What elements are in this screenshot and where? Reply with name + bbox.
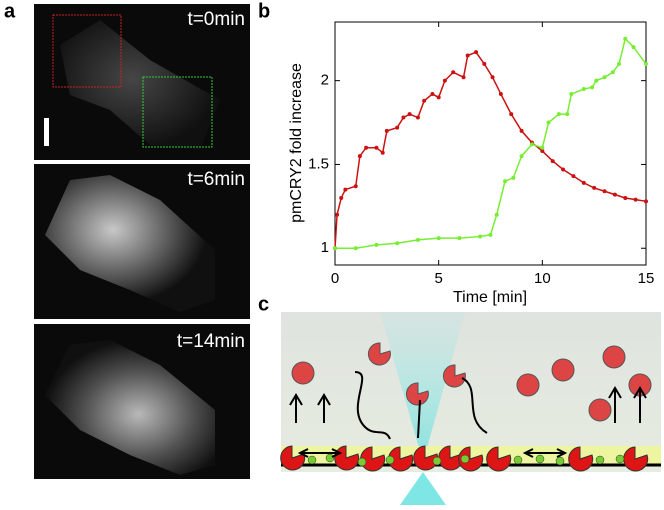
data-point	[540, 149, 545, 154]
data-point	[612, 192, 617, 197]
data-point	[384, 128, 389, 133]
data-point	[430, 92, 435, 97]
data-point	[550, 159, 555, 164]
image-label: t=6min	[187, 169, 245, 190]
panel-label: b	[258, 0, 270, 22]
series-line	[334, 51, 647, 249]
data-point	[644, 61, 648, 66]
x-tick-label: 15	[638, 270, 655, 287]
data-point	[422, 98, 427, 103]
x-axis-label: Time [min]	[453, 289, 527, 306]
data-point	[473, 50, 478, 55]
data-point	[374, 242, 379, 247]
image-label: t=0min	[187, 9, 245, 30]
data-point	[353, 184, 358, 189]
y-tick-label: 1	[321, 239, 329, 256]
data-point	[482, 61, 487, 66]
data-point	[364, 145, 369, 150]
data-point	[590, 85, 595, 90]
data-point	[529, 142, 534, 147]
data-point	[333, 246, 337, 251]
data-point	[395, 241, 400, 246]
data-point	[436, 236, 441, 241]
data-point	[457, 236, 462, 241]
data-point	[490, 75, 495, 80]
data-point	[498, 92, 503, 97]
data-point	[335, 212, 340, 217]
data-point	[546, 120, 551, 125]
data-point	[415, 237, 420, 242]
x-tick-label: 5	[434, 270, 442, 287]
line-chart: Time [min] pmCRY2 fold increase 0 5 10 15 1 1…	[288, 21, 655, 306]
micrograph: t=6min	[34, 164, 250, 319]
data-point	[494, 212, 499, 217]
data-point	[602, 75, 607, 80]
data-point	[617, 61, 622, 66]
data-point	[488, 232, 493, 237]
data-point	[633, 197, 638, 202]
panel-label: c	[258, 293, 269, 315]
data-point	[565, 112, 570, 117]
y-tick-label: 1.5	[308, 155, 329, 172]
data-point	[442, 78, 447, 83]
x-tick-label: 0	[331, 270, 339, 287]
data-point	[623, 36, 628, 41]
data-point	[581, 180, 586, 185]
data-point	[540, 145, 545, 150]
data-point	[592, 185, 597, 190]
data-point	[581, 87, 586, 92]
data-point	[343, 187, 348, 192]
data-point	[644, 199, 648, 204]
data-point	[519, 154, 524, 159]
x-tick-label: 10	[534, 270, 551, 287]
data-point	[353, 246, 358, 251]
data-point	[602, 189, 607, 194]
data-point	[571, 174, 576, 179]
y-axis-label: pmCRY2 fold increase	[288, 63, 305, 223]
data-point	[623, 195, 628, 200]
data-point	[610, 70, 615, 75]
y-tick-label: 2	[321, 72, 329, 89]
data-point	[380, 150, 385, 155]
data-point	[631, 45, 636, 50]
data-point	[401, 115, 406, 120]
data-point	[569, 92, 574, 97]
data-point	[503, 179, 508, 184]
data-point	[465, 53, 470, 58]
schematic	[280, 312, 661, 505]
data-point	[511, 175, 516, 180]
data-point	[509, 112, 514, 117]
data-point	[374, 145, 379, 150]
data-point	[519, 128, 524, 133]
data-point	[395, 125, 400, 130]
image-label: t=14min	[177, 331, 245, 352]
data-point	[357, 154, 362, 159]
data-point	[594, 78, 599, 83]
data-point	[415, 115, 420, 120]
data-point	[339, 195, 344, 200]
data-point	[407, 112, 412, 117]
data-point	[556, 112, 561, 117]
micrograph: t=14min	[34, 324, 250, 479]
series-line	[335, 37, 647, 249]
data-point	[436, 95, 441, 100]
data-point	[478, 234, 483, 239]
data-point	[451, 70, 456, 75]
micrograph: t=0min	[34, 4, 250, 160]
data-point	[561, 167, 566, 172]
data-point	[461, 75, 466, 80]
plot-frame	[334, 21, 647, 266]
panel-label: a	[4, 0, 16, 22]
